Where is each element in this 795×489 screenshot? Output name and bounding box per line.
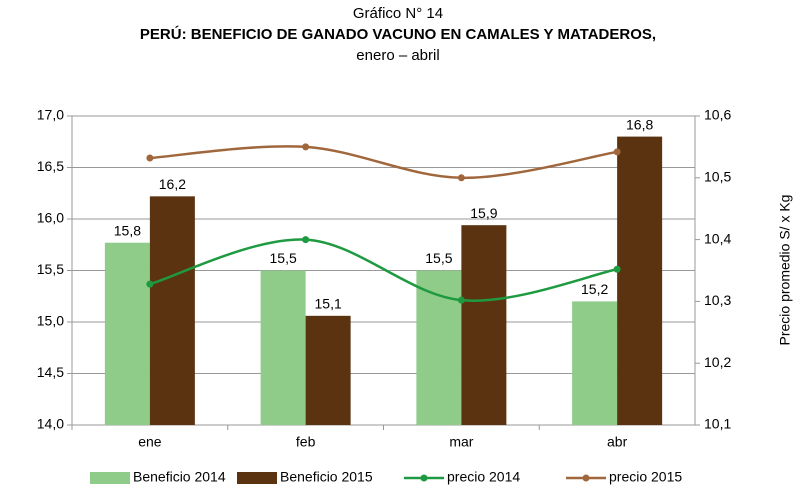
- y2-tick-label: 10,4: [704, 230, 731, 246]
- bar: [572, 301, 618, 425]
- bar-value-label: 15,8: [114, 222, 141, 238]
- bar-value-label: 15,5: [270, 250, 297, 266]
- bar: [305, 315, 351, 425]
- y-tick-label: 15,0: [37, 313, 64, 329]
- bar-value-label: 16,2: [159, 176, 186, 192]
- legend-swatch: [90, 472, 130, 484]
- y-tick-label: 17,0: [37, 107, 64, 123]
- legend-point: [582, 474, 590, 482]
- legend-label: precio 2015: [609, 469, 682, 485]
- bar-value-label: 15,5: [425, 250, 452, 266]
- line: [149, 238, 618, 302]
- y2-tick-label: 10,2: [704, 354, 731, 370]
- y2-tick-label: 10,6: [704, 107, 731, 123]
- chart-subtitle: PERÚ: BENEFICIO DE GANADO VACUNO EN CAMA…: [140, 25, 656, 43]
- bar: [149, 196, 195, 425]
- y-tick-label: 15,5: [37, 261, 64, 277]
- y2-tick-label: 10,5: [704, 169, 731, 185]
- line-point: [302, 143, 310, 151]
- y2-tick-label: 10,1: [704, 416, 731, 432]
- bar: [104, 242, 150, 425]
- x-tick-label: mar: [449, 434, 473, 450]
- bar: [461, 225, 507, 425]
- line-point: [146, 280, 154, 288]
- chart-title: Gráfico N° 14: [353, 5, 443, 22]
- chart-period: enero – abril: [356, 47, 439, 64]
- line-point: [457, 296, 465, 304]
- line: [149, 145, 618, 180]
- legend-point: [420, 474, 428, 482]
- bar-value-label: 15,2: [581, 281, 608, 297]
- y-tick-label: 16,0: [37, 210, 64, 226]
- y2-axis-label: Precio promedio S/ x Kg: [777, 195, 793, 346]
- y-tick-label: 14,0: [37, 416, 64, 432]
- line-point: [613, 148, 621, 156]
- legend-label: Beneficio 2015: [280, 469, 373, 485]
- bar: [617, 136, 663, 425]
- bar: [416, 270, 462, 425]
- x-tick-label: feb: [296, 434, 316, 450]
- legend-swatch: [237, 472, 277, 484]
- y2-tick-label: 10,3: [704, 292, 731, 308]
- x-tick-label: ene: [138, 434, 162, 450]
- x-tick-label: abr: [607, 434, 628, 450]
- legend-label: precio 2014: [447, 469, 520, 485]
- bar: [260, 270, 306, 425]
- line-point: [457, 174, 465, 182]
- line-point: [146, 154, 154, 162]
- line-point: [302, 236, 310, 244]
- bar-value-label: 15,9: [470, 205, 497, 221]
- legend-label: Beneficio 2014: [133, 469, 226, 485]
- y-tick-label: 14,5: [37, 364, 64, 380]
- y-tick-label: 16,5: [37, 158, 64, 174]
- bar-value-label: 15,1: [315, 296, 342, 312]
- bar-value-label: 16,8: [626, 116, 653, 132]
- line-point: [613, 265, 621, 273]
